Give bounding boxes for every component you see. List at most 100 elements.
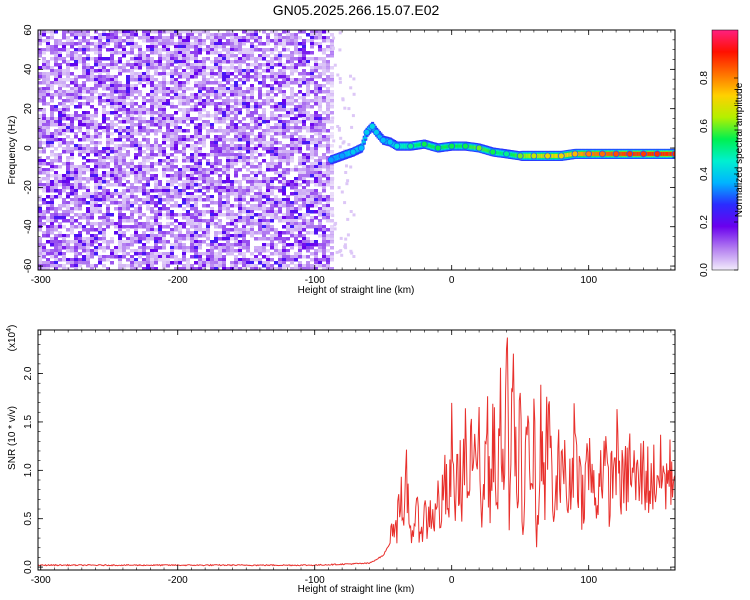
heatmap-cell bbox=[162, 168, 166, 172]
heatmap-cell bbox=[74, 189, 78, 193]
heatmap-cell bbox=[70, 165, 74, 169]
heatmap-cell bbox=[222, 45, 226, 49]
heatmap-cell bbox=[210, 48, 214, 52]
heatmap-cell bbox=[46, 60, 50, 64]
heatmap-cell bbox=[250, 210, 254, 214]
heatmap-cell bbox=[58, 159, 62, 163]
heatmap-cell bbox=[222, 267, 226, 270]
heatmap-cell bbox=[90, 198, 94, 202]
heatmap-cell bbox=[266, 36, 270, 40]
heatmap-cell bbox=[314, 264, 318, 268]
heatmap-cell bbox=[206, 78, 210, 82]
heatmap-cell bbox=[170, 129, 174, 133]
heatmap-cell bbox=[106, 147, 110, 151]
heatmap-cell bbox=[238, 99, 242, 103]
heatmap-cell bbox=[306, 261, 310, 265]
heatmap-cell bbox=[138, 186, 142, 190]
heatmap-cell bbox=[242, 198, 246, 202]
heatmap-cell bbox=[158, 225, 162, 229]
heatmap-cell bbox=[130, 138, 134, 142]
heatmap-cell bbox=[222, 36, 226, 40]
heatmap-cell bbox=[198, 153, 202, 157]
heatmap-cell bbox=[278, 75, 282, 79]
heatmap-cell bbox=[134, 180, 138, 184]
heatmap-cell bbox=[62, 81, 66, 85]
heatmap-cell bbox=[134, 171, 138, 175]
heatmap-cell bbox=[54, 108, 58, 112]
heatmap-cell bbox=[74, 126, 78, 130]
heatmap-cell bbox=[222, 54, 226, 58]
heatmap-cell bbox=[66, 141, 70, 145]
heatmap-cell bbox=[122, 45, 126, 49]
heatmap-cell bbox=[230, 156, 234, 160]
heatmap-cell bbox=[70, 42, 74, 46]
heatmap-cell bbox=[86, 180, 90, 184]
heatmap-cell bbox=[250, 219, 254, 223]
heatmap-cell bbox=[306, 99, 310, 103]
heatmap-cell bbox=[330, 78, 334, 82]
heatmap-cell bbox=[194, 93, 198, 97]
heatmap-cell bbox=[294, 33, 298, 37]
heatmap-cell bbox=[102, 105, 106, 109]
heatmap-cell bbox=[70, 63, 74, 67]
heatmap-cell bbox=[86, 243, 90, 247]
heatmap-cell bbox=[166, 63, 170, 67]
heatmap-cell bbox=[322, 48, 326, 52]
heatmap-cell bbox=[118, 108, 122, 112]
heatmap-cell bbox=[178, 48, 182, 52]
heatmap-cell bbox=[294, 225, 298, 229]
heatmap-cell bbox=[352, 213, 356, 217]
heatmap-cell bbox=[42, 90, 46, 94]
heatmap-cell bbox=[138, 48, 142, 52]
heatmap-cell bbox=[230, 183, 234, 187]
heatmap-cell bbox=[230, 87, 234, 91]
heatmap-cell bbox=[330, 54, 334, 58]
heatmap-cell bbox=[218, 45, 222, 49]
heatmap-cell bbox=[122, 120, 126, 124]
heatmap-cell bbox=[66, 219, 70, 223]
heatmap-cell bbox=[90, 105, 94, 109]
heatmap-cell bbox=[102, 30, 106, 34]
heatmap-cell bbox=[318, 264, 322, 268]
heatmap-cell bbox=[46, 258, 50, 262]
heatmap-cell bbox=[158, 150, 162, 154]
heatmap-cell bbox=[214, 234, 218, 238]
heatmap-cell bbox=[274, 78, 278, 82]
heatmap-cell bbox=[322, 165, 326, 169]
heatmap-cell bbox=[62, 57, 66, 61]
heatmap-cell bbox=[346, 233, 350, 237]
heatmap-cell bbox=[38, 204, 42, 208]
heatmap-cell bbox=[170, 177, 174, 181]
heatmap-cell bbox=[142, 246, 146, 250]
heatmap-cell bbox=[218, 186, 222, 190]
heatmap-cell bbox=[222, 117, 226, 121]
heatmap-cell bbox=[294, 129, 298, 133]
heatmap-cell bbox=[310, 66, 314, 70]
heatmap-cell bbox=[50, 198, 54, 202]
heatmap-cell bbox=[302, 225, 306, 229]
heatmap-cell bbox=[210, 99, 214, 103]
heatmap-cell bbox=[142, 33, 146, 37]
heatmap-cell bbox=[282, 243, 286, 247]
heatmap-cell bbox=[286, 33, 290, 37]
heatmap-cell bbox=[118, 120, 122, 124]
heatmap-cell bbox=[178, 66, 182, 70]
heatmap-cell bbox=[134, 129, 138, 133]
heatmap-cell bbox=[146, 141, 150, 145]
heatmap-cell bbox=[158, 210, 162, 214]
heatmap-cell bbox=[262, 195, 266, 199]
heatmap-cell bbox=[138, 225, 142, 229]
heatmap-cell bbox=[154, 45, 158, 49]
heatmap-cell bbox=[294, 48, 298, 52]
heatmap-cell bbox=[82, 171, 86, 175]
heatmap-cell bbox=[50, 228, 54, 232]
heatmap-cell bbox=[110, 198, 114, 202]
heatmap-cell bbox=[190, 93, 194, 97]
heatmap-cell bbox=[126, 198, 130, 202]
heatmap-cell bbox=[234, 54, 238, 58]
heatmap-cell bbox=[98, 99, 102, 103]
heatmap-cell bbox=[126, 93, 130, 97]
heatmap-cell bbox=[78, 240, 82, 244]
heatmap-cell bbox=[282, 45, 286, 49]
heatmap-cell bbox=[238, 108, 242, 112]
